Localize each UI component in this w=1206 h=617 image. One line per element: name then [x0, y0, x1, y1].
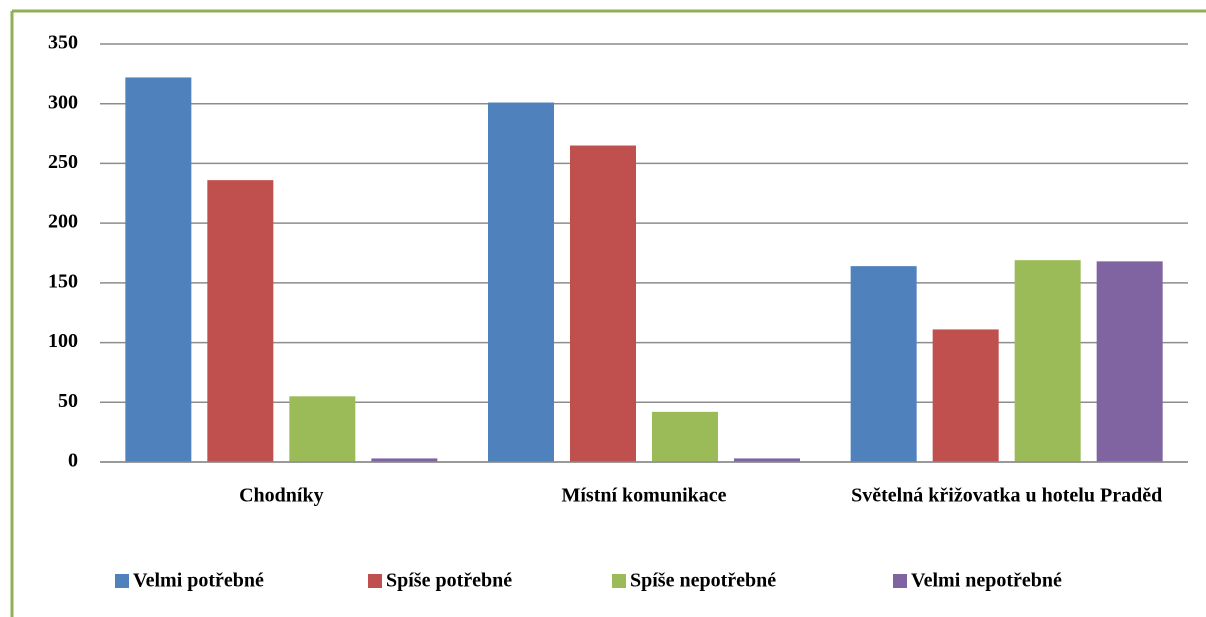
- bar: [1014, 260, 1081, 462]
- y-tick-label: 0: [68, 450, 78, 472]
- bar: [734, 458, 800, 462]
- bar: [488, 102, 554, 463]
- y-tick-label: 300: [48, 91, 78, 113]
- legend-swatch: [612, 574, 626, 588]
- legend-swatch: [368, 574, 382, 588]
- legend-label: Velmi potřebné: [133, 570, 264, 592]
- y-tick-label: 50: [58, 390, 78, 412]
- y-tick-label: 200: [48, 211, 78, 233]
- bar: [652, 411, 718, 462]
- bar: [1096, 261, 1163, 462]
- x-tick-label: Světelná křižovatka u hotelu Praděd: [851, 485, 1162, 507]
- y-tick-label: 250: [48, 151, 78, 173]
- legend-label: Spíše potřebné: [386, 570, 512, 592]
- x-tick-label: Místní komunikace: [561, 485, 726, 507]
- legend-label: Velmi nepotřebné: [911, 570, 1062, 592]
- x-tick-label: Chodníky: [239, 485, 324, 507]
- bar: [570, 145, 636, 462]
- y-tick-label: 100: [48, 330, 78, 352]
- bar: [289, 396, 356, 462]
- bar: [932, 329, 999, 462]
- y-tick-label: 150: [48, 270, 78, 292]
- bar: [371, 458, 438, 462]
- legend-swatch: [893, 574, 907, 588]
- legend-label: Spíše nepotřebné: [630, 570, 776, 592]
- bar: [207, 180, 274, 463]
- bar: [125, 77, 192, 462]
- y-tick-label: 350: [48, 32, 78, 54]
- legend-swatch: [115, 574, 129, 588]
- bar: [850, 266, 917, 462]
